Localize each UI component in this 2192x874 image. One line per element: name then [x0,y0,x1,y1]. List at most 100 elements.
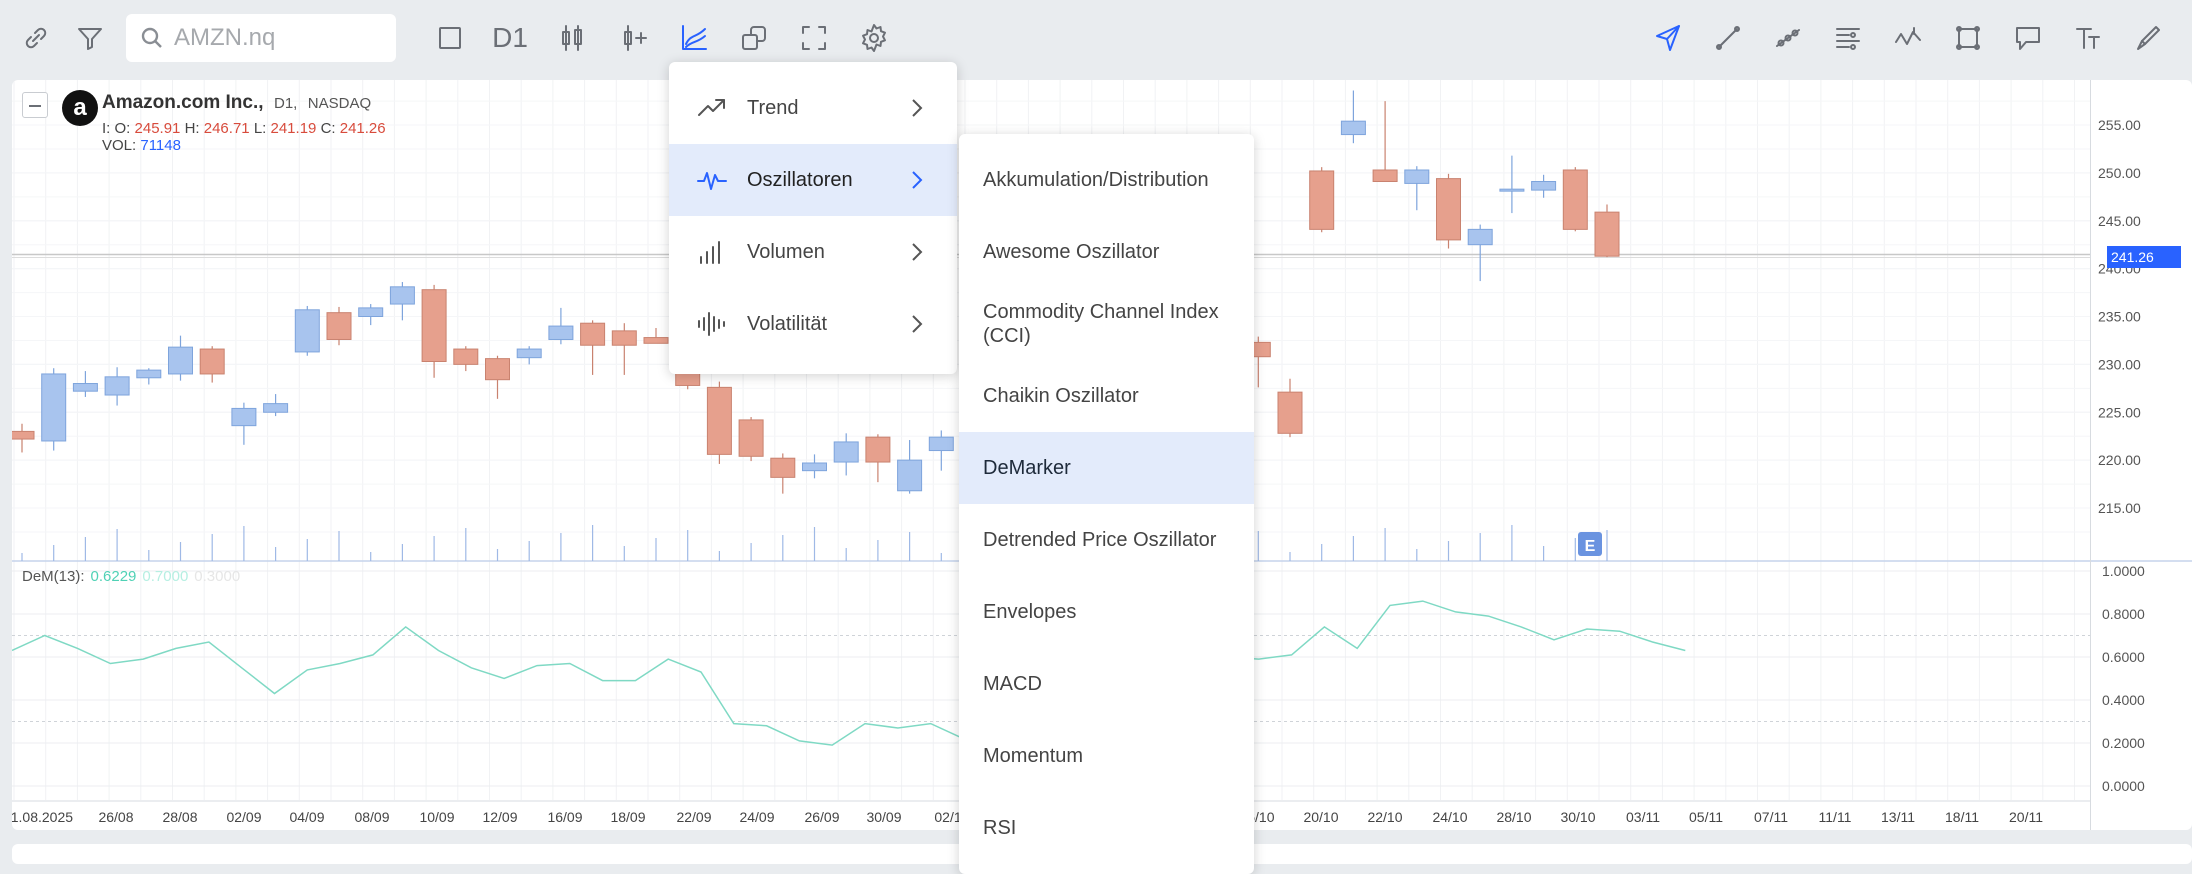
submenu-item-ad[interactable]: Akkumulation/Distribution [983,169,1209,191]
symbol-search[interactable] [126,14,396,62]
demarker-series-line [12,600,1686,746]
indicator-tick-label: 0.2000 [2102,735,2145,751]
candle-body [1372,169,1398,182]
candle-body [580,322,606,346]
ohlc-open-label: I: O: [102,120,131,137]
time-tick-label: 20/10 [1303,809,1338,825]
submenu-item-envelopes[interactable]: Envelopes [983,601,1077,623]
oscillator-wave-icon [697,172,727,190]
candle-body [1436,178,1461,241]
indicator-legend: DeM(13): 0.6229 0.7000 0.3000 [22,568,240,585]
candle-body [1309,170,1335,230]
price-tick-label: 245.00 [2098,213,2141,229]
menu-item-oscillators[interactable]: Oszillatoren [669,144,957,216]
candle-body [865,436,891,463]
symbol-title: Amazon.com Inc., D1, NASDAQ [102,92,371,114]
indicator-name: DeM(13): [22,568,85,585]
ohlc-high-label: H: [184,120,200,137]
ohlc-close-value: 241.26 [339,120,386,137]
candle-body [1404,169,1430,184]
amazon-logo-icon: a [62,90,98,126]
candle-body [1467,228,1493,246]
menu-item-volume[interactable]: Volumen [669,216,957,288]
candle-body [136,369,162,379]
indicator-tick-label: 0.4000 [2102,692,2145,708]
candle-body [1594,211,1620,257]
square-icon[interactable] [428,16,472,60]
search-icon [141,27,162,48]
candle-body [199,348,225,375]
candle-body [928,436,954,452]
wave-icon[interactable] [1886,16,1930,60]
candle-body [326,312,352,340]
symbol-name: Amazon.com Inc., [102,92,264,113]
trend-icon[interactable] [1766,16,1810,60]
cursor-icon[interactable] [1646,16,1690,60]
submenu-item-dpo[interactable]: Detrended Price Oszillator [983,529,1217,551]
candle-body [548,325,574,340]
menu-item-label: Trend [747,96,799,119]
volatility-icon [698,312,725,336]
search-input[interactable] [174,24,384,52]
menu-item-label: Oszillatoren [747,168,853,191]
earnings-marker-badge [1578,532,1602,556]
time-tick-label: 04/09 [289,809,324,825]
submenu-item-momentum[interactable]: Momentum [983,745,1084,767]
indicators-icon[interactable] [672,16,716,60]
candle-body [706,386,732,455]
candle-body [12,430,35,440]
submenu-item-awesome[interactable]: Awesome Oszillator [983,241,1160,263]
ohlc-low-label: L: [253,120,267,137]
link-icon[interactable] [14,16,58,60]
symbol-timeframe: D1, [273,95,298,112]
candle-body [1562,169,1588,230]
menu-item-volatility[interactable]: Volatilität [669,288,957,360]
collapse-legend-button[interactable] [22,92,48,118]
indicator-lower-level: 0.3000 [194,568,241,585]
candle-body [72,383,98,392]
candle-body [485,358,510,381]
submenu-item-cci[interactable]: Commodity Channel Index (CCI) [983,301,1219,347]
text-icon[interactable] [2066,16,2110,60]
time-tick-label: 24/09 [739,809,774,825]
brush-icon[interactable] [2126,16,2170,60]
fullscreen-icon[interactable] [792,16,836,60]
chevron-right-icon [912,171,923,189]
candle-body [389,286,415,305]
submenu-item-rsi[interactable]: RSI [983,817,1017,839]
settings-icon[interactable] [852,16,896,60]
time-tick-label: 24/10 [1432,809,1467,825]
time-tick-label: 05/11 [1689,809,1723,825]
symbol-exchange: NASDAQ [307,95,372,112]
candle-body [421,289,447,363]
time-tick-label: 10/09 [419,809,454,825]
candle-body [263,403,289,413]
add-indicator-icon[interactable] [612,16,656,60]
indicator-tick-label: 0.0000 [2102,778,2145,794]
fibonacci-icon[interactable] [1826,16,1870,60]
candle-body [770,457,796,478]
submenu-item-chaikin[interactable]: Chaikin Oszillator [983,385,1139,407]
candlestick-icon[interactable] [550,16,594,60]
timeframe-label: D1 [492,22,528,53]
candle-body [104,376,130,396]
price-tick-label: 235.00 [2098,309,2141,325]
filter-icon[interactable] [68,16,112,60]
chevron-right-icon [912,99,923,117]
rectangle-icon[interactable] [1946,16,1990,60]
time-tick-label: 18/11 [1945,809,1979,825]
time-tick-label: 18/09 [610,809,645,825]
volume-value: 71148 [140,137,181,154]
menu-item-trend[interactable]: Trend [669,72,957,144]
callout-icon[interactable] [2006,16,2050,60]
menu-item-label: Volatilität [747,312,828,335]
candle-body [675,371,701,386]
submenu-item-demarker[interactable]: DeMarker [959,432,1254,504]
submenu-item-macd[interactable]: MACD [983,673,1042,695]
compare-icon[interactable] [732,16,776,60]
line-icon[interactable] [1706,16,1750,60]
chevron-right-icon [912,315,923,333]
menu-item-label: Volumen [747,240,825,263]
timeframe-button[interactable]: D1 [488,16,532,60]
candle-body [802,462,827,472]
